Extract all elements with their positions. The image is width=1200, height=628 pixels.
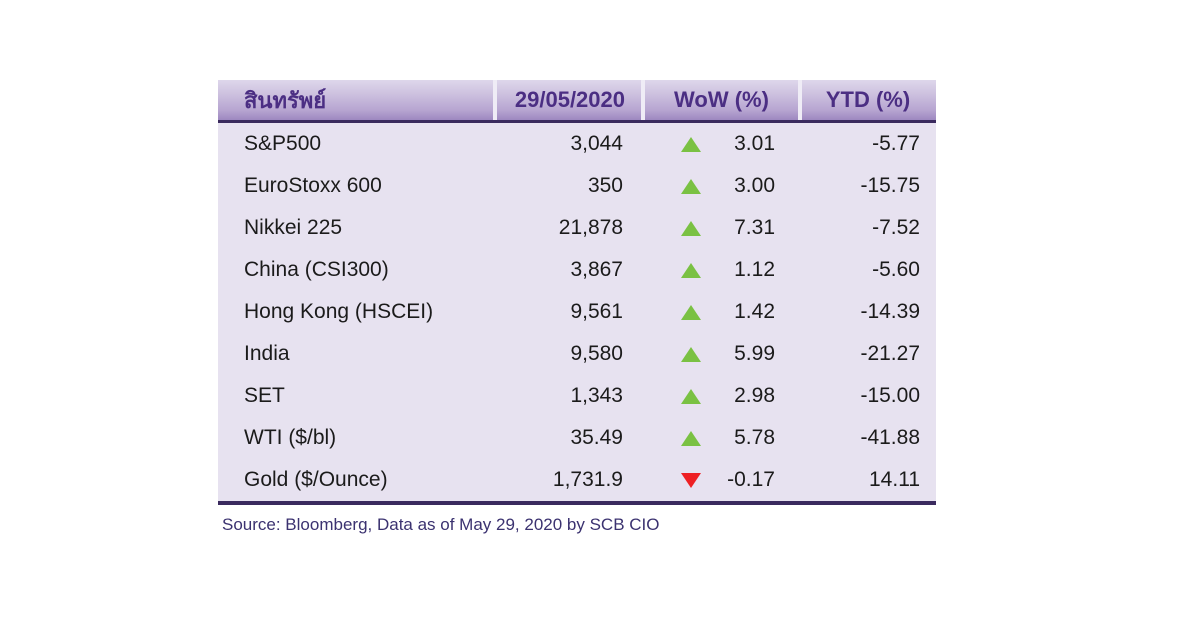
table-row: EuroStoxx 600 350 3.00 -15.75 [218, 165, 936, 207]
wow-value: 3.01 [734, 132, 775, 155]
ytd-value: 14.11 [869, 468, 920, 491]
ytd-value: -7.52 [872, 216, 920, 239]
asset-name: S&P500 [244, 132, 322, 155]
header-separator [493, 80, 497, 120]
wow-cell: 3.01 [643, 132, 800, 156]
wow-value: 5.78 [734, 426, 775, 449]
up-triangle-icon [681, 178, 701, 194]
wow-value: 2.98 [734, 384, 775, 407]
asset-value: 9,580 [570, 342, 623, 365]
ytd-value: -15.00 [860, 384, 920, 407]
asset-value: 3,867 [570, 258, 623, 281]
table-row: Gold ($/Ounce) 1,731.9 -0.17 14.11 [218, 459, 936, 501]
wow-value: 1.42 [734, 300, 775, 323]
ytd-value: -5.60 [872, 258, 920, 281]
asset-name: India [244, 342, 290, 365]
wow-cell: 5.99 [643, 342, 800, 366]
source-note: Source: Bloomberg, Data as of May 29, 20… [222, 515, 660, 534]
asset-value: 1,731.9 [552, 468, 623, 491]
wow-cell: 1.12 [643, 258, 800, 282]
up-triangle-icon [681, 262, 701, 278]
table-row: SET 1,343 2.98 -15.00 [218, 375, 936, 417]
column-header-date: 29/05/2020 [514, 87, 625, 112]
up-triangle-icon [681, 304, 701, 320]
up-triangle-icon [681, 388, 701, 404]
asset-name: SET [244, 384, 285, 407]
table-row: S&P500 3,044 3.01 -5.77 [218, 123, 936, 165]
asset-value: 350 [587, 174, 623, 197]
asset-name: Hong Kong (HSCEI) [244, 300, 434, 323]
asset-performance-table: สินทรัพย์ 29/05/2020 WoW (%) YTD (%) S&P… [218, 80, 936, 535]
wow-cell: -0.17 [643, 468, 800, 492]
asset-value: 21,878 [558, 216, 623, 239]
wow-value: 7.31 [734, 216, 775, 239]
ytd-value: -15.75 [860, 174, 920, 197]
ytd-value: -21.27 [860, 342, 920, 365]
wow-cell: 7.31 [643, 216, 800, 240]
header-separator [641, 80, 645, 120]
asset-name: Gold ($/Ounce) [244, 468, 388, 491]
wow-value: 5.99 [734, 342, 775, 365]
wow-cell: 5.78 [643, 426, 800, 450]
asset-value: 35.49 [570, 426, 623, 449]
ytd-value: -41.88 [860, 426, 920, 449]
column-header-ytd: YTD (%) [825, 87, 911, 112]
wow-cell: 3.00 [643, 174, 800, 198]
table-header-row: สินทรัพย์ 29/05/2020 WoW (%) YTD (%) [218, 80, 936, 123]
table-row: WTI ($/bl) 35.49 5.78 -41.88 [218, 417, 936, 459]
column-header-wow: WoW (%) [674, 87, 769, 112]
table-row: Hong Kong (HSCEI) 9,561 1.42 -14.39 [218, 291, 936, 333]
wow-value: 3.00 [734, 174, 775, 197]
asset-name: Nikkei 225 [244, 216, 343, 239]
wow-value: -0.17 [727, 468, 775, 491]
up-triangle-icon [681, 136, 701, 152]
asset-name: WTI ($/bl) [244, 426, 337, 449]
asset-value: 9,561 [570, 300, 623, 323]
header-separator [798, 80, 802, 120]
up-triangle-icon [681, 430, 701, 446]
asset-value: 1,343 [570, 384, 623, 407]
down-triangle-icon [681, 472, 701, 488]
wow-cell: 2.98 [643, 384, 800, 408]
asset-value: 3,044 [570, 132, 623, 155]
ytd-value: -14.39 [860, 300, 920, 323]
table-row: Nikkei 225 21,878 7.31 -7.52 [218, 207, 936, 249]
table-row: China (CSI300) 3,867 1.12 -5.60 [218, 249, 936, 291]
table-body: S&P500 3,044 3.01 -5.77 EuroStoxx 600 35… [218, 123, 936, 505]
table-row: India 9,580 5.99 -21.27 [218, 333, 936, 375]
up-triangle-icon [681, 346, 701, 362]
up-triangle-icon [681, 220, 701, 236]
asset-name: China (CSI300) [244, 258, 389, 281]
wow-cell: 1.42 [643, 300, 800, 324]
column-header-asset: สินทรัพย์ [244, 87, 327, 113]
wow-value: 1.12 [734, 258, 775, 281]
asset-name: EuroStoxx 600 [244, 174, 382, 197]
ytd-value: -5.77 [872, 132, 920, 155]
